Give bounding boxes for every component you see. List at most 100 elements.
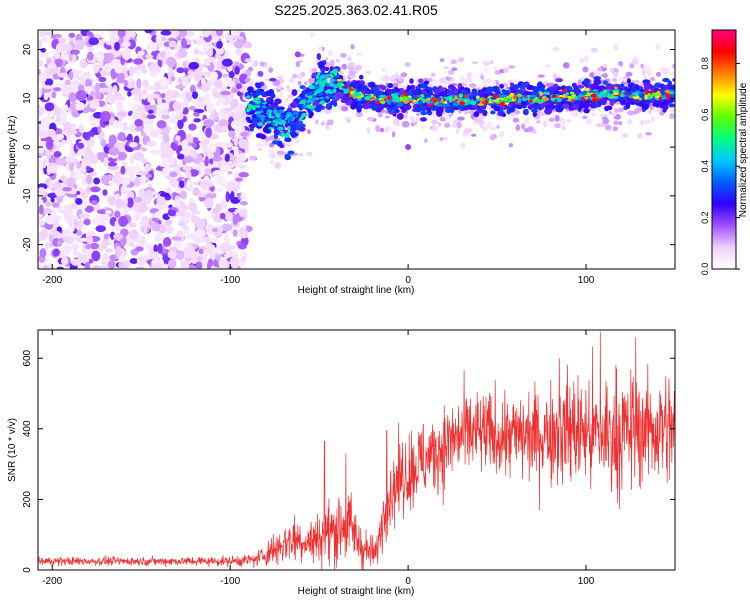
spectrogram-cell [236, 83, 243, 90]
spectrogram-cell [209, 158, 214, 165]
spectrogram-cell [86, 31, 93, 37]
spectrogram-cell [232, 229, 238, 237]
spectrogram-cell [315, 119, 319, 124]
spectrogram-cell [210, 30, 218, 38]
spectrogram-cell [162, 236, 172, 247]
spectrogram-cell [140, 174, 147, 186]
spectrogram-cell [306, 151, 313, 157]
spectrogram-cell [562, 94, 566, 99]
spectrogram-cell [42, 85, 53, 90]
spectrogram-cell [254, 111, 262, 114]
spectrogram-cell [242, 115, 247, 121]
spectrogram-cell [233, 135, 238, 147]
spectrogram-cell [298, 101, 304, 105]
spectrogram-cell [148, 109, 154, 114]
spectrogram-cell [631, 58, 639, 64]
spectrogram-cell [234, 177, 244, 182]
spectrogram-cell [171, 236, 182, 241]
spectrogram-cell [213, 187, 224, 194]
spectrogram-cell [225, 191, 230, 203]
spectrogram-cell [198, 248, 204, 255]
spectrogram-cell [171, 112, 176, 123]
spectrogram-cell [234, 105, 243, 115]
spectrogram-cell [562, 88, 568, 93]
spectrogram-cell [516, 93, 522, 97]
spectrogram-cell [626, 88, 631, 93]
spectrogram-cell [169, 175, 178, 187]
spectrogram-cell [239, 251, 246, 258]
spectrogram-y-tick-label: 0 [22, 144, 33, 150]
spectrogram-cell [134, 118, 143, 127]
spectrogram-cell [495, 80, 500, 88]
spectrogram-cell [46, 164, 51, 176]
spectrogram-cell [450, 106, 455, 114]
spectrogram-cell [291, 73, 298, 79]
spectrogram-cell [219, 242, 230, 253]
spectrogram-cell [117, 132, 126, 142]
spectrogram-cell [169, 171, 178, 178]
spectrogram-cell [468, 83, 477, 88]
spectrogram-cell [40, 229, 48, 240]
spectrogram-cell [121, 40, 131, 48]
spectrogram-cell [261, 105, 267, 109]
spectrogram-cell [614, 108, 619, 113]
spectrogram-cell [237, 154, 245, 164]
spectrogram-cell [187, 249, 193, 259]
spectrogram-cell [38, 89, 42, 99]
spectrogram-cell [100, 265, 106, 269]
spectrogram-cell [612, 126, 619, 132]
spectrogram-cell [156, 196, 168, 206]
spectrogram-cell [309, 111, 314, 117]
spectrogram-cell [240, 192, 246, 201]
spectrogram-cell [161, 113, 170, 120]
spectrogram-cell [179, 216, 188, 223]
spectrogram-cell [50, 230, 60, 236]
spectrogram-cell [143, 117, 154, 125]
spectrogram-x-ticks: -200 -100 0 100 [42, 30, 595, 286]
spectrogram-cell [53, 181, 59, 190]
spectrogram-x-tick-label: 100 [578, 275, 595, 286]
spectrogram-cell [393, 92, 400, 96]
spectrogram-cell [177, 49, 188, 58]
spectrogram-cell [188, 61, 200, 70]
spectrogram-cell [201, 256, 208, 268]
spectrogram-cell [533, 105, 539, 110]
spectrogram-cell [306, 99, 311, 104]
spectrogram-cell [72, 203, 79, 209]
spectrogram-cell [257, 147, 262, 152]
colorbar-tick-label: 0.2 [700, 211, 710, 224]
spectrogram-cell [206, 102, 215, 114]
spectrogram-cell [246, 95, 251, 99]
spectrogram-cell [495, 115, 504, 121]
spectrogram-cell [409, 78, 414, 84]
spectrogram-cell [188, 264, 196, 269]
spectrogram-cell [366, 100, 371, 103]
spectrogram-cell [175, 135, 181, 142]
spectrogram-cell [167, 156, 176, 166]
spectrogram-cell [662, 67, 670, 75]
spectrogram-cell [38, 39, 43, 51]
spectrogram-cell [420, 126, 425, 130]
snr-x-tick-label: 100 [578, 576, 595, 587]
spectrogram-cell [229, 256, 240, 268]
spectrogram-cell [62, 228, 70, 237]
spectrogram-cell [597, 67, 603, 72]
spectrogram-cell [128, 141, 138, 148]
spectrogram-cell [215, 30, 224, 37]
spectrogram-cell [562, 62, 570, 69]
spectrogram-cell [503, 96, 509, 102]
spectrogram-cell [77, 142, 85, 149]
spectrogram-cell [126, 191, 135, 200]
spectrogram-cell [163, 170, 170, 177]
spectrogram-cell [74, 39, 85, 51]
spectrogram-cell [633, 92, 639, 96]
spectrogram-cell [60, 209, 65, 214]
spectrogram-cell [582, 91, 588, 95]
spectrogram-cell [279, 143, 284, 149]
spectrogram-cell [38, 199, 44, 205]
spectrogram-cell [316, 104, 323, 111]
spectrogram-cell [473, 111, 480, 118]
spectrogram-cell [459, 101, 466, 106]
spectrogram-cell [499, 130, 505, 138]
